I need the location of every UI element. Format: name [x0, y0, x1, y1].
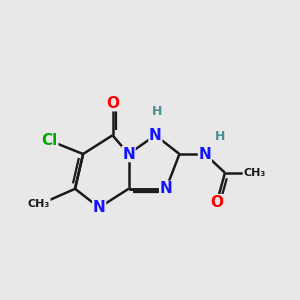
- Text: N: N: [122, 146, 135, 161]
- Text: N: N: [93, 200, 106, 215]
- Text: Cl: Cl: [41, 133, 58, 148]
- Text: CH₃: CH₃: [243, 168, 266, 178]
- Text: O: O: [106, 96, 119, 111]
- Text: H: H: [152, 105, 162, 118]
- Text: CH₃: CH₃: [28, 199, 50, 208]
- Text: O: O: [210, 195, 224, 210]
- Text: N: N: [160, 181, 172, 196]
- Text: N: N: [199, 146, 211, 161]
- Text: H: H: [214, 130, 225, 143]
- Text: N: N: [149, 128, 162, 143]
